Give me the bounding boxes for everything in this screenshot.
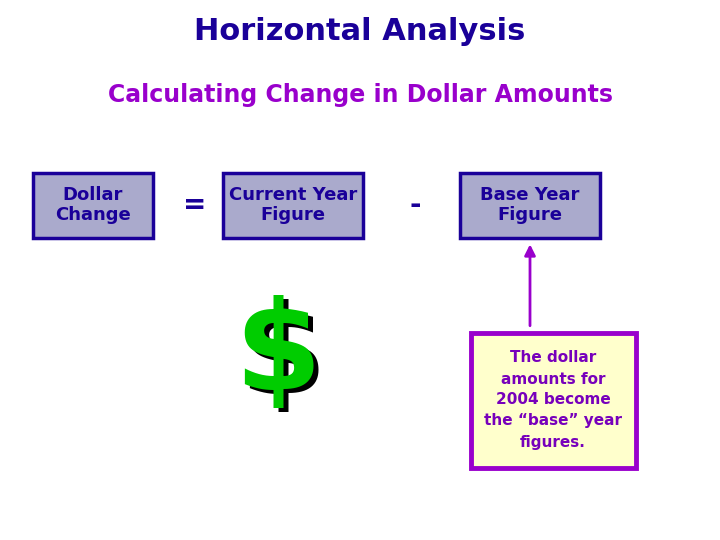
Text: $: $ xyxy=(240,299,326,420)
Text: Current Year
Figure: Current Year Figure xyxy=(229,186,357,225)
FancyBboxPatch shape xyxy=(33,172,153,238)
FancyBboxPatch shape xyxy=(223,172,363,238)
Text: Horizontal Analysis: Horizontal Analysis xyxy=(194,17,526,46)
FancyArrowPatch shape xyxy=(526,247,534,326)
Text: Dollar
Change: Dollar Change xyxy=(55,186,131,225)
Text: =: = xyxy=(184,191,207,219)
Text: The dollar
amounts for
2004 become
the “base” year
figures.: The dollar amounts for 2004 become the “… xyxy=(484,350,622,449)
FancyBboxPatch shape xyxy=(470,333,636,468)
FancyBboxPatch shape xyxy=(460,172,600,238)
Text: Calculating Change in Dollar Amounts: Calculating Change in Dollar Amounts xyxy=(107,83,613,107)
Text: -: - xyxy=(409,191,420,219)
Text: $: $ xyxy=(235,294,322,415)
Text: Base Year
Figure: Base Year Figure xyxy=(480,186,580,225)
